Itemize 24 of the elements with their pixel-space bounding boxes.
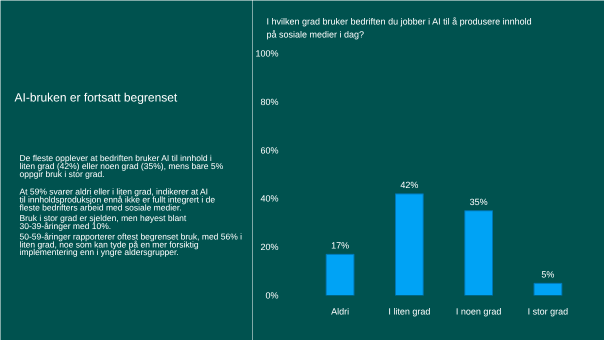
text: 50-59-åringer rapporterer oftest begrenset bruk, med 56% i liten grad, noe som kan tyde på en mer forsiktig implementering enn i yngre aldersgrupper.: [20, 231, 242, 258]
text: AI-bruken er fortsatt begrenset: [14, 90, 178, 105]
data-label: 35%: [470, 196, 488, 207]
y-tick-label: 40%: [260, 194, 278, 204]
bar: [395, 193, 424, 296]
data-label: 17%: [331, 240, 350, 250]
bar: [326, 254, 354, 296]
y-tick-label: 80%: [260, 96, 278, 107]
x-tick-label: I liten grad: [388, 306, 430, 316]
y-tick-label: 20%: [260, 242, 278, 252]
text: At 59% svarer aldri eller i liten grad, indikerer at AI til innholdsproduksjon ennå ikke er fullt integrert i de fleste bedrifters arbeid med sosiale medier.: [20, 186, 216, 212]
y-tick-label: 0%: [265, 290, 279, 300]
chart-title: I hvilken grad bruker bedriften du jobber i AI til å produsere innhold på sosiale medier i dag?: [266, 16, 532, 40]
y-tick-label: 60%: [260, 145, 278, 156]
x-tick-label: I stor grad: [528, 306, 568, 316]
x-tick-label: I noen grad: [456, 306, 502, 316]
bar: [464, 210, 493, 296]
data-label: 42%: [400, 180, 418, 190]
text: De fleste opplever at bedriften bruker AI til innhold i liten grad (42%) eller noen grad (35%), mens bare 5% oppgir bruk i stor grad.: [20, 153, 224, 179]
data-label: 5%: [541, 269, 554, 280]
y-tick-label: 100%: [255, 48, 279, 58]
x-tick-label: Aldri: [331, 306, 350, 316]
text: Bruk i stor grad er sjelden, men høyest blant 30-39-åringer med 10%.: [20, 212, 187, 231]
bar: [534, 282, 562, 296]
